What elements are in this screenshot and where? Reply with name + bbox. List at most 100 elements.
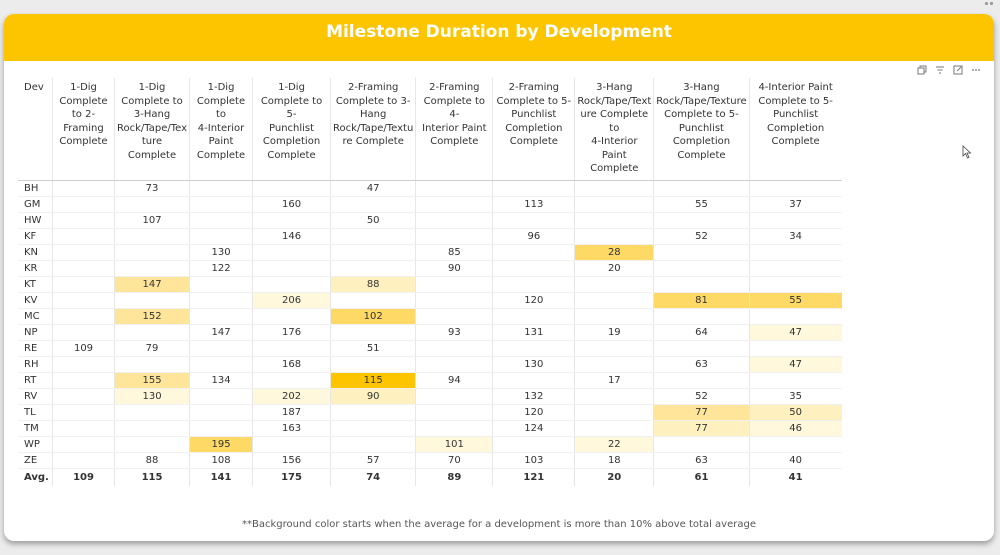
value-cell (574, 340, 654, 357)
column-header-line: Completion (505, 122, 563, 134)
value-cell: 88 (113, 452, 190, 469)
value-cell: 195 (189, 436, 253, 453)
dev-cell: WP (18, 436, 53, 453)
value-cell: 120 (492, 404, 575, 421)
column-header-line: ure Complete to (580, 109, 649, 134)
column-header-line: Punchlist (678, 122, 724, 134)
column-header-line: to 2- (71, 109, 96, 120)
value-cell (492, 436, 575, 453)
dev-cell: TM (18, 420, 53, 437)
column-header-line: Complete (59, 95, 108, 107)
copy-icon[interactable] (916, 65, 927, 76)
dev-cell: RE (18, 340, 53, 357)
value-cell (574, 196, 654, 213)
dev-cell: RH (18, 356, 53, 373)
dev-column-header[interactable]: Dev (18, 78, 53, 181)
value-cell: 160 (252, 196, 331, 213)
value-cell (330, 420, 416, 437)
column-header-line: Complete to (196, 95, 246, 121)
table-row: RV 130 202 90 132 52 35 (18, 388, 842, 405)
column-header-line: 2-Framing (429, 82, 480, 93)
value-cell: 103 (492, 452, 575, 469)
value-cell (653, 244, 750, 261)
column-header-line: 4-Interior Paint (591, 136, 638, 161)
value-cell (574, 180, 654, 197)
value-cell (415, 180, 493, 197)
value-cell (52, 292, 115, 309)
value-cell: 163 (252, 420, 331, 437)
value-cell (113, 404, 190, 421)
value-cell (252, 260, 331, 277)
value-cell: 113 (492, 196, 575, 213)
column-header[interactable]: 1-Dig Complete to 4-Interior Paint Complete (189, 78, 253, 181)
value-cell (574, 308, 654, 325)
table-row: RH 168 130 63 47 (18, 356, 842, 373)
value-cell (189, 180, 253, 197)
value-cell (653, 308, 750, 325)
value-cell (748, 260, 842, 277)
value-cell (189, 292, 253, 309)
value-cell (252, 180, 331, 197)
value-cell: 124 (492, 420, 575, 437)
column-header[interactable]: 3-Hang Rock/Tape/Texture Complete to 5- Pun… (653, 78, 750, 181)
value-cell: 130 (492, 356, 575, 373)
column-header-line: Complete to 5- (260, 95, 323, 121)
value-cell: 94 (415, 372, 493, 389)
value-cell (748, 212, 842, 229)
value-cell (113, 324, 190, 341)
value-cell (330, 292, 416, 309)
value-cell: 187 (252, 404, 331, 421)
value-cell (52, 356, 115, 373)
column-header[interactable]: 3-Hang Rock/Tape/Text ure Complete to 4-Int… (574, 78, 654, 181)
value-cell (189, 420, 253, 437)
column-header[interactable]: 2-Framing Complete to 5- Punchlist Completi… (492, 78, 575, 181)
value-cell (189, 196, 253, 213)
report-visual-card[interactable]: Milestone Duration by Development Dev 1-… (4, 14, 994, 541)
table-row: KT 147 88 (18, 276, 842, 293)
table-body: BH 73 47 GM 160 113 55 37 HW 107 50 KF 146 96 52 34 KN 13… (18, 180, 842, 486)
value-cell (574, 388, 654, 405)
more-options-icon[interactable] (970, 65, 981, 76)
value-cell: 37 (748, 196, 842, 213)
value-cell (113, 244, 190, 261)
average-cell: 141 (189, 467, 253, 486)
value-cell (492, 276, 575, 293)
column-header[interactable]: 1-Dig Complete to 2- Framing Complete (52, 78, 115, 181)
value-cell (330, 404, 416, 421)
column-header[interactable]: 1-Dig Complete to 3-Hang Rock/Tape/Tex ture … (113, 78, 190, 181)
column-header-line: 1-Dig (278, 82, 305, 93)
value-cell: 176 (252, 324, 331, 341)
column-header[interactable]: 2-Framing Complete to 4- Interior Paint Com… (415, 78, 493, 181)
column-header-line: Punchlist (773, 109, 819, 120)
value-cell: 81 (653, 292, 750, 309)
column-header-line: Interior Paint (422, 122, 487, 134)
value-cell (113, 260, 190, 277)
value-cell (52, 404, 115, 421)
average-cell: 115 (113, 467, 190, 486)
average-cell: 89 (415, 467, 493, 486)
column-header[interactable]: 1-Dig Complete to 5- Punchlist Completion Co… (252, 78, 331, 181)
value-cell: 130 (189, 244, 253, 261)
value-cell (252, 340, 331, 357)
value-cell (653, 276, 750, 293)
column-header-line: Complete to (121, 95, 183, 107)
value-cell (189, 404, 253, 421)
value-cell (113, 228, 190, 245)
filter-icon[interactable] (934, 65, 945, 76)
value-cell (492, 180, 575, 197)
value-cell: 28 (574, 244, 654, 261)
column-header[interactable]: 4-Interior Paint Complete to 5- Punchlist C… (748, 78, 842, 181)
average-cell: 41 (748, 467, 842, 486)
value-cell: 147 (189, 324, 253, 341)
value-cell (252, 436, 331, 453)
value-cell (52, 372, 115, 389)
column-header-line: 1-Dig (138, 82, 166, 93)
value-cell (113, 436, 190, 453)
focus-mode-icon[interactable] (952, 65, 963, 76)
column-header[interactable]: 2-Framing Complete to 3- Hang Rock/Tape/Tex… (330, 78, 416, 181)
column-header-line: re Complete (342, 136, 404, 147)
value-cell (330, 260, 416, 277)
column-header-line: Complete (196, 149, 246, 161)
value-cell: 55 (748, 292, 842, 309)
value-cell (748, 244, 842, 261)
